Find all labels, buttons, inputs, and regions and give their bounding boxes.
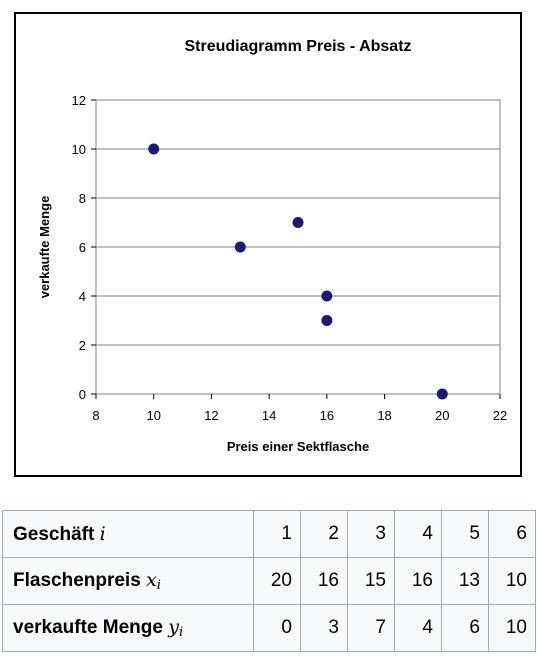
table-cell: 13	[441, 557, 489, 605]
table-row: Flaschenpreis xi 20 16 15 16 13 10	[2, 557, 536, 605]
y-axis-label: verkaufte Menge	[37, 196, 52, 299]
scatter-chart: Streudiagramm Preis - Absatz 0 2 4 6 8 10 12 8 10…	[37, 38, 507, 454]
table-cell: 2	[300, 510, 348, 558]
y-tick-label: 10	[72, 142, 86, 157]
x-tick-label: 8	[92, 408, 99, 423]
table-cell: 10	[488, 557, 536, 605]
y-tick-label: 6	[79, 240, 86, 255]
row-label: Flaschenpreis	[13, 570, 141, 591]
data-table: Geschäft i 1 2 3 4 5 6 Flaschenpreis xi 20 16 15 16…	[2, 510, 536, 652]
table-cell: 3	[300, 604, 348, 652]
table-cell: 6	[488, 510, 536, 558]
table-cell: 20	[253, 557, 301, 605]
table-cell: 7	[347, 604, 395, 652]
y-tick-label: 12	[72, 93, 86, 108]
table-cell: 3	[347, 510, 395, 558]
row-header: verkaufte Menge yi	[2, 604, 254, 652]
row-variable: x	[146, 569, 157, 591]
x-axis-label: Preis einer Sektflasche	[227, 439, 369, 454]
data-point	[321, 315, 333, 326]
x-tick-label: 14	[262, 408, 276, 423]
table-cell: 5	[441, 510, 489, 558]
table-cell: 4	[394, 510, 442, 558]
row-header: Geschäft i	[2, 510, 254, 558]
table-cell: 15	[347, 557, 395, 605]
row-variable: y	[168, 616, 179, 638]
row-variable: i	[99, 522, 106, 545]
table-cell: 16	[300, 557, 348, 605]
data-point	[148, 143, 160, 155]
x-tick-label: 22	[493, 408, 507, 423]
row-variable-subscript: i	[156, 578, 161, 593]
chart-frame: Streudiagramm Preis - Absatz 0 2 4 6 8 10 12 8 10…	[14, 12, 522, 477]
x-tick-label: 18	[377, 408, 391, 423]
chart-title: Streudiagramm Preis - Absatz	[184, 38, 411, 55]
table-cell: 6	[441, 604, 489, 652]
x-tick-label: 12	[204, 408, 218, 423]
y-tick-label: 4	[79, 289, 86, 304]
table-cell: 1	[253, 510, 301, 558]
x-tick-label: 10	[146, 408, 160, 423]
table-cell: 0	[253, 604, 301, 652]
y-tick-label: 2	[79, 338, 86, 353]
data-point	[292, 217, 304, 228]
row-variable-subscript: i	[178, 625, 184, 640]
table-row: verkaufte Menge yi 0 3 7 4 6 10	[2, 604, 536, 652]
x-tick-label: 16	[320, 408, 334, 423]
data-point	[436, 388, 448, 400]
x-tick-label: 20	[435, 408, 449, 423]
table-cell: 4	[394, 604, 442, 652]
table-cell: 16	[394, 557, 442, 605]
data-point	[321, 290, 333, 302]
row-header: Flaschenpreis xi	[2, 557, 254, 605]
table-cell: 10	[488, 604, 536, 652]
row-label: verkaufte Menge	[13, 617, 163, 638]
y-tick-label: 0	[79, 387, 86, 402]
data-point	[234, 241, 246, 253]
y-tick-label: 8	[79, 191, 86, 206]
row-label: Geschäft	[13, 523, 95, 545]
